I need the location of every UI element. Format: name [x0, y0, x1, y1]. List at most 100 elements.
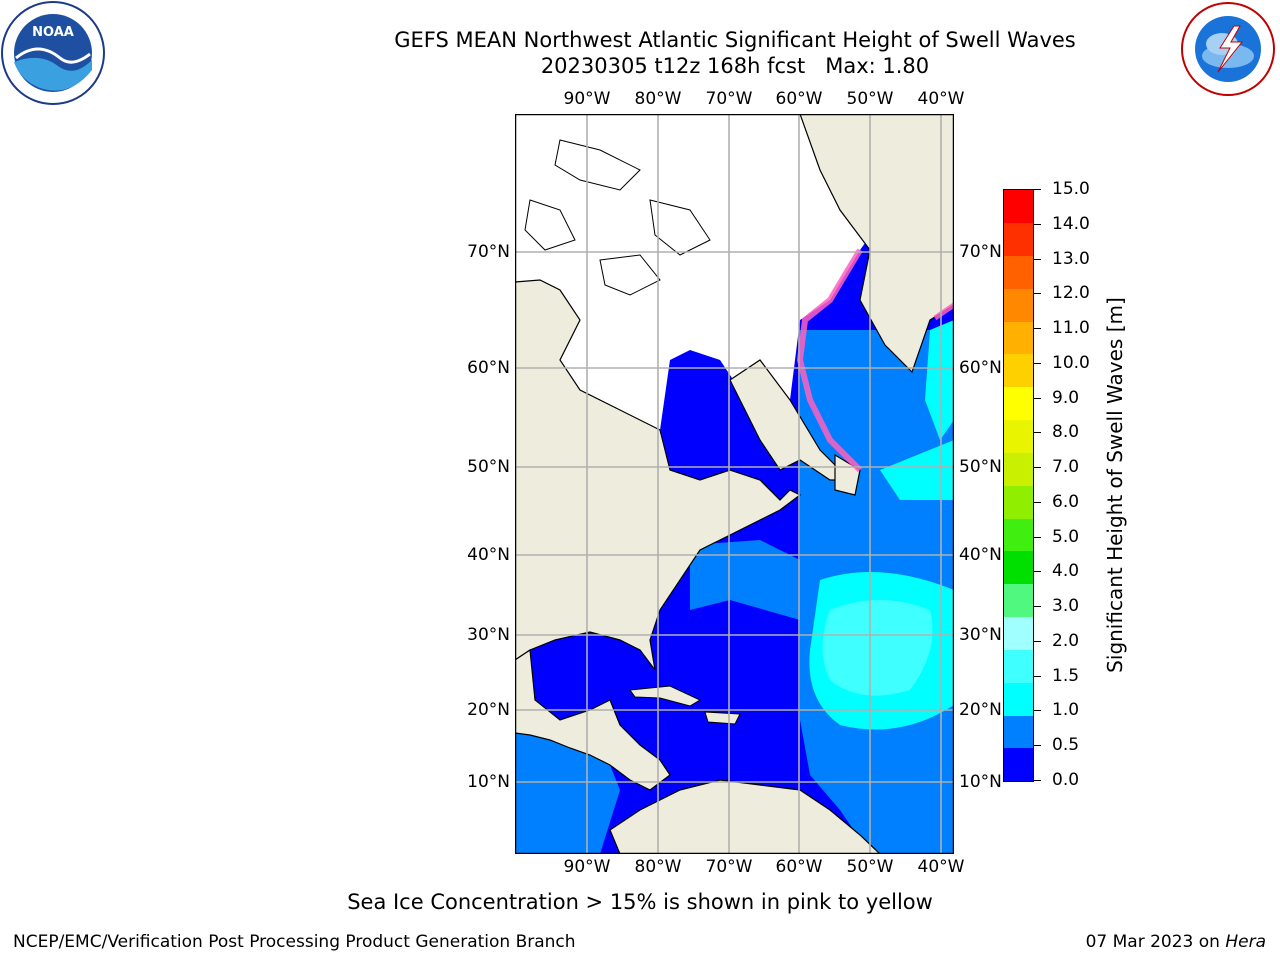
colorbar-tick — [1033, 675, 1041, 677]
mexico-central-america-land — [515, 648, 671, 791]
colorbar-segment — [1004, 518, 1033, 552]
colorbar-segment — [1004, 584, 1033, 617]
colorbar-tick-label: 3.0 — [1052, 596, 1080, 617]
colorbar-segment — [1004, 387, 1033, 420]
graticule — [515, 114, 954, 854]
date-prefix: 07 Mar 2023 on — [1085, 932, 1226, 952]
colorbar — [1003, 189, 1034, 782]
colorbar-segment — [1004, 321, 1033, 355]
sea-ice-edge — [933, 302, 954, 321]
colorbar-tick — [1033, 397, 1041, 399]
colorbar-tick-label: 0.5 — [1052, 735, 1080, 756]
colorbar-tick — [1033, 710, 1041, 712]
sea-ice-edge — [796, 248, 863, 473]
colorbar-tick-label: 1.0 — [1052, 700, 1080, 721]
colorbar-tick-label: 13.0 — [1052, 248, 1090, 269]
credit-text: NCEP/EMC/Verification Post Processing Pr… — [13, 932, 576, 952]
lon-label-top: 50°W — [846, 89, 894, 109]
lat-label-right: 60°N — [959, 358, 1002, 378]
colorbar-tick-label: 2.0 — [1052, 630, 1080, 651]
cuba-land — [629, 685, 702, 707]
colorbar-tick — [1033, 536, 1041, 538]
lat-label-left: 70°N — [467, 242, 510, 262]
colorbar-tick — [1033, 362, 1041, 364]
colorbar-segment — [1004, 288, 1033, 322]
colorbar-tick — [1033, 258, 1041, 260]
lat-label-left: 30°N — [467, 625, 510, 645]
chart-subtitle: 20230305 t12z 168h fcst Max: 1.80 — [540, 54, 930, 78]
colorbar-tick — [1033, 293, 1041, 295]
lon-label-bottom: 50°W — [846, 857, 894, 877]
date-host: Hera — [1225, 932, 1266, 952]
colorbar-tick — [1033, 432, 1041, 434]
colorbar-tick-label: 12.0 — [1052, 283, 1090, 304]
lon-label-top: 80°W — [634, 89, 682, 109]
lat-label-right: 10°N — [959, 772, 1002, 792]
colorbar-segment — [1004, 715, 1033, 749]
colorbar-segment — [1004, 452, 1033, 486]
colorbar-tick-label: 5.0 — [1052, 526, 1080, 547]
lon-label-bottom: 60°W — [775, 857, 823, 877]
lat-label-left: 60°N — [467, 358, 510, 378]
lat-label-left: 50°N — [467, 457, 510, 477]
colorbar-segment — [1004, 222, 1033, 256]
arctic-islands-land — [524, 139, 711, 296]
south-america-land — [609, 779, 881, 854]
colorbar-tick — [1033, 501, 1041, 503]
colorbar-segment — [1004, 682, 1033, 716]
date-text: 07 Mar 2023 on Hera — [1086, 932, 1266, 952]
colorbar-segment — [1004, 616, 1033, 650]
ocean-band-05-1 — [515, 730, 620, 854]
greenland-land — [799, 114, 954, 374]
chart-title: GEFS MEAN Northwest Atlantic Significant… — [394, 28, 1076, 52]
colorbar-tick-label: 11.0 — [1052, 318, 1090, 339]
lon-label-bottom: 40°W — [917, 857, 965, 877]
lat-label-left: 40°N — [467, 545, 510, 565]
colorbar-tick-label: 9.0 — [1052, 387, 1080, 408]
colorbar-tick-label: 6.0 — [1052, 491, 1080, 512]
colorbar-tick — [1033, 223, 1041, 225]
lon-label-bottom: 70°W — [705, 857, 753, 877]
colorbar-tick-label: 1.5 — [1052, 665, 1080, 686]
lat-label-right: 50°N — [959, 457, 1002, 477]
ocean-band-1-15 — [880, 440, 954, 500]
ocean-band-05-1 — [690, 540, 800, 620]
colorbar-tick-label: 10.0 — [1052, 352, 1090, 373]
colorbar-tick-label: 0.0 — [1052, 770, 1080, 790]
colorbar-segment — [1004, 354, 1033, 388]
lat-label-right: 70°N — [959, 242, 1002, 262]
colorbar-segment — [1004, 485, 1033, 519]
lat-label-right: 40°N — [959, 545, 1002, 565]
colorbar-segment — [1004, 190, 1033, 223]
map-panel — [515, 114, 954, 854]
lon-label-bottom: 90°W — [563, 857, 611, 877]
hispaniola-land — [704, 711, 741, 725]
colorbar-tick — [1033, 640, 1041, 642]
colorbar-tick — [1033, 606, 1041, 608]
lon-label-top: 70°W — [705, 89, 753, 109]
colorbar-tick-label: 8.0 — [1052, 422, 1080, 443]
colorbar-segment — [1004, 419, 1033, 453]
ocean-band-15-2 — [822, 600, 933, 696]
colorbar-tick-label: 7.0 — [1052, 457, 1080, 478]
lon-label-top: 90°W — [563, 89, 611, 109]
colorbar-tick — [1033, 745, 1041, 747]
colorbar-segment — [1004, 649, 1033, 683]
colorbar-segment — [1004, 748, 1033, 782]
lat-label-right: 20°N — [959, 700, 1002, 720]
colorbar-tick — [1033, 189, 1041, 190]
colorbar-tick — [1033, 467, 1041, 469]
lat-label-right: 30°N — [959, 625, 1002, 645]
colorbar-segment — [1004, 551, 1033, 585]
colorbar-tick-label: 15.0 — [1052, 179, 1090, 199]
ocean-band-1-15 — [925, 320, 954, 440]
colorbar-tick — [1033, 571, 1041, 573]
lat-label-left: 20°N — [467, 700, 510, 720]
colorbar-tick — [1033, 780, 1041, 781]
lat-label-left: 10°N — [467, 772, 510, 792]
colorbar-tick-label: 4.0 — [1052, 561, 1080, 582]
colorbar-segment — [1004, 255, 1033, 289]
colorbar-tick — [1033, 328, 1041, 330]
lon-label-top: 40°W — [917, 89, 965, 109]
